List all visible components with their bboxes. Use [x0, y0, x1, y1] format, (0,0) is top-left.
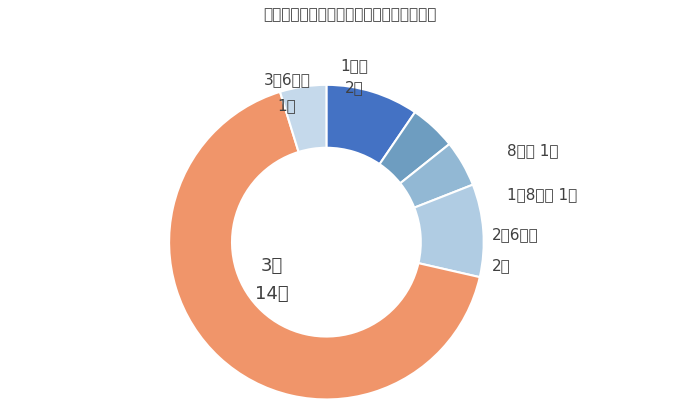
Title: 派遣されてから抵触日を迎えるまでの期間: 派遣されてから抵触日を迎えるまでの期間 [263, 7, 437, 22]
Text: 3年6ヶ月: 3年6ヶ月 [264, 73, 311, 88]
Wedge shape [379, 112, 449, 183]
Text: 1年8ヶ月 1人: 1年8ヶ月 1人 [508, 187, 578, 202]
Text: 14人: 14人 [255, 285, 288, 303]
Text: 2年6ヶ月: 2年6ヶ月 [491, 227, 538, 242]
Text: 2人: 2人 [345, 81, 364, 95]
Text: 2人: 2人 [491, 258, 510, 273]
Wedge shape [169, 92, 480, 399]
Text: 1人: 1人 [278, 98, 297, 113]
Wedge shape [400, 144, 473, 207]
Wedge shape [326, 85, 415, 164]
Text: 8ヶ月 1人: 8ヶ月 1人 [508, 143, 559, 158]
Wedge shape [280, 85, 326, 152]
Text: 3年: 3年 [260, 257, 283, 275]
Text: 1ヶ月: 1ヶ月 [341, 58, 369, 74]
Wedge shape [414, 185, 484, 277]
